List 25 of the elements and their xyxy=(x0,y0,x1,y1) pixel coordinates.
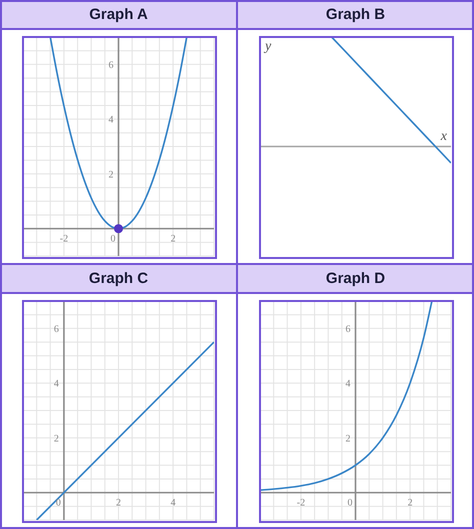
x-axis-title: x xyxy=(440,128,447,144)
x-tick-label: 0 xyxy=(56,498,61,509)
y-tick-label: 2 xyxy=(346,433,350,444)
chart-title: Graph D xyxy=(237,264,474,292)
y-tick-label: 4 xyxy=(54,378,59,390)
y-tick-label: 6 xyxy=(108,60,114,71)
chart-title: Graph B xyxy=(237,0,474,28)
chart-title: Graph C xyxy=(0,264,237,292)
x-tick-label: -2 xyxy=(60,234,68,245)
y-tick-label: 2 xyxy=(108,169,114,180)
y-tick-label: 6 xyxy=(54,324,59,335)
y-tick-label: 6 xyxy=(346,324,350,335)
y-tick-label: 4 xyxy=(346,378,350,390)
x-tick-label: 2 xyxy=(408,498,413,509)
line-series xyxy=(260,301,433,492)
y-axis-title: y xyxy=(265,39,272,54)
y-tick-label: 4 xyxy=(108,114,114,126)
x-tick-label: 0 xyxy=(110,234,116,245)
chart-title: Graph A xyxy=(0,0,237,28)
x-tick-label: -2 xyxy=(296,498,306,509)
x-tick-label: 0 xyxy=(348,498,352,509)
x-tick-label: 4 xyxy=(170,498,176,509)
y-tick-label: 2 xyxy=(54,433,59,444)
x-tick-label: 2 xyxy=(116,498,121,509)
x-tick-label: 2 xyxy=(170,234,176,245)
